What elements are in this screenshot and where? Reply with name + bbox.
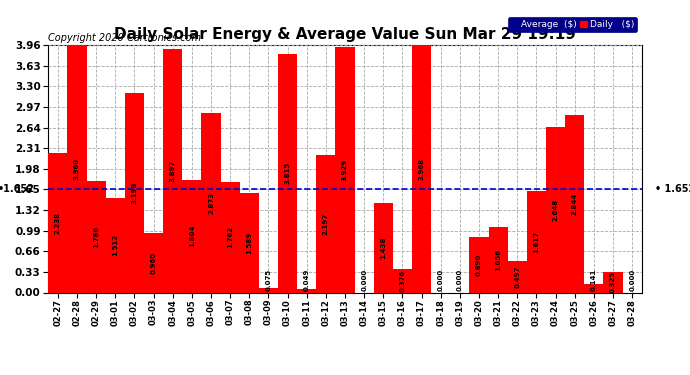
Bar — [469, 237, 489, 292]
Text: 1.438: 1.438 — [380, 236, 386, 259]
Title: Daily Solar Energy & Average Value Sun Mar 29 19:19: Daily Solar Energy & Average Value Sun M… — [114, 27, 576, 42]
Bar — [297, 290, 316, 292]
Text: 0.960: 0.960 — [150, 252, 157, 274]
Text: 2.873: 2.873 — [208, 192, 214, 214]
Text: •1.652: •1.652 — [0, 184, 35, 194]
Bar — [144, 232, 163, 292]
Bar — [374, 202, 393, 292]
Bar — [221, 182, 239, 292]
Text: 0.000: 0.000 — [361, 269, 367, 291]
Bar — [527, 192, 546, 292]
Bar — [489, 226, 508, 292]
Text: 3.929: 3.929 — [342, 159, 348, 181]
Text: 0.497: 0.497 — [514, 266, 520, 288]
Text: 1.056: 1.056 — [495, 249, 501, 270]
Bar — [48, 153, 68, 292]
Bar — [508, 261, 527, 292]
Bar — [316, 155, 335, 292]
Bar — [239, 193, 259, 292]
Text: 3.968: 3.968 — [419, 158, 424, 180]
Bar — [68, 45, 86, 292]
Bar — [412, 45, 431, 292]
Text: • 1.652: • 1.652 — [655, 184, 690, 194]
Bar — [86, 181, 106, 292]
Text: 2.844: 2.844 — [572, 192, 578, 215]
Text: 0.376: 0.376 — [400, 270, 406, 292]
Text: 0.325: 0.325 — [610, 272, 616, 293]
Text: 0.000: 0.000 — [437, 269, 444, 291]
Text: 2.197: 2.197 — [323, 213, 329, 235]
Text: 1.762: 1.762 — [227, 226, 233, 249]
Text: 1.589: 1.589 — [246, 232, 253, 254]
Text: 1.512: 1.512 — [112, 234, 118, 256]
Bar — [182, 180, 201, 292]
Bar — [125, 93, 144, 292]
Bar — [201, 113, 221, 292]
Text: 0.075: 0.075 — [266, 269, 271, 291]
Text: 1.617: 1.617 — [533, 231, 540, 253]
Bar — [546, 127, 565, 292]
Text: 0.049: 0.049 — [304, 269, 310, 291]
Bar — [259, 288, 278, 292]
Text: 3.897: 3.897 — [170, 160, 176, 182]
Text: 0.890: 0.890 — [476, 254, 482, 276]
Bar — [335, 47, 355, 292]
Bar — [393, 269, 412, 292]
Text: 2.648: 2.648 — [553, 199, 559, 221]
Text: 1.804: 1.804 — [189, 225, 195, 248]
Text: 1.786: 1.786 — [93, 226, 99, 248]
Text: 3.960: 3.960 — [74, 158, 80, 180]
Bar — [163, 49, 182, 292]
Text: 2.238: 2.238 — [55, 211, 61, 234]
Text: 3.815: 3.815 — [284, 162, 290, 184]
Text: Copyright 2020 Cartronics.com: Copyright 2020 Cartronics.com — [48, 33, 201, 42]
Text: 3.198: 3.198 — [131, 182, 137, 204]
Text: 0.141: 0.141 — [591, 269, 597, 291]
Legend: Average  ($), Daily   ($): Average ($), Daily ($) — [508, 17, 637, 32]
Bar — [106, 198, 125, 292]
Bar — [604, 272, 622, 292]
Bar — [565, 115, 584, 292]
Bar — [278, 54, 297, 292]
Text: 0.000: 0.000 — [629, 269, 635, 291]
Bar — [584, 284, 604, 292]
Text: 0.000: 0.000 — [457, 269, 463, 291]
